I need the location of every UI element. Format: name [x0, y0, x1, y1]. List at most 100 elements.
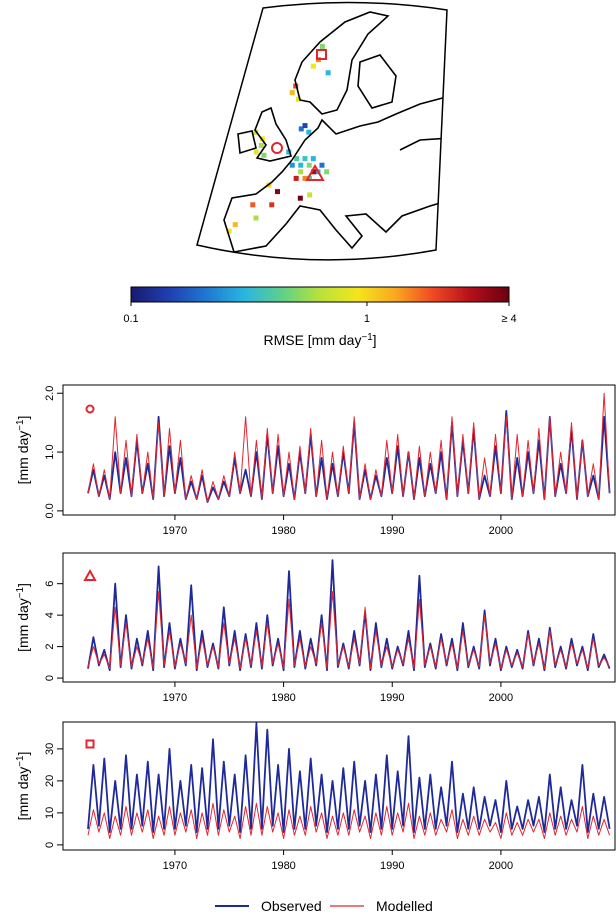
- y-tick-label: 1.0: [44, 444, 56, 459]
- grid-cell: [302, 175, 308, 181]
- grid-cell: [289, 90, 295, 96]
- x-tick-label: 1990: [380, 692, 404, 704]
- y-axis-label-part: −1: [15, 587, 26, 598]
- ireland: [237, 130, 257, 155]
- x-tick-label: 1970: [163, 525, 187, 537]
- great-britain: [254, 106, 293, 162]
- y-axis-label-part: [mm day: [15, 431, 31, 485]
- colorbar-label-part: RMSE [mm day: [263, 332, 361, 348]
- colorbar-tick-label: 0.1: [123, 313, 138, 325]
- grid-cell: [306, 129, 312, 135]
- north-coast: [291, 95, 447, 161]
- series-line: [87, 591, 611, 670]
- grid-cell: [306, 175, 312, 181]
- station-circle: [271, 142, 283, 154]
- grid-cell: [302, 123, 308, 129]
- coastlines: [223, 11, 447, 253]
- y-tick-label: 0: [44, 675, 56, 681]
- plot-frame: [62, 384, 616, 516]
- grid-cell: [250, 202, 256, 208]
- y-axis-label-part: −1: [15, 756, 26, 767]
- grid-cell: [253, 149, 259, 155]
- grid-cell: [306, 162, 312, 168]
- series-line: [87, 802, 611, 839]
- colorbar-label-part: ]: [373, 332, 377, 348]
- x-tick-label: 1980: [271, 860, 295, 872]
- colorbar-tick-label: ≥ 4: [501, 313, 516, 325]
- grid-cell: [226, 228, 232, 234]
- x-tick-label: 1980: [271, 692, 295, 704]
- y-tick-label: 10: [44, 807, 56, 819]
- grid-cell: [286, 149, 292, 155]
- series-line: [87, 559, 611, 672]
- x-tick-label: 2000: [489, 860, 513, 872]
- grid-cell: [298, 162, 304, 168]
- y-tick-label: 0.0: [44, 503, 56, 518]
- y-tick-label: 2.0: [44, 386, 56, 401]
- panel-marker-circle: [85, 404, 95, 414]
- grid-cell: [295, 96, 301, 102]
- grid-cell: [311, 169, 317, 175]
- y-axis-label-part: ]: [15, 583, 31, 587]
- grid-cell: [274, 189, 280, 195]
- plot-frame: [62, 552, 616, 683]
- finland: [357, 54, 397, 109]
- map-frame: [196, 1, 448, 261]
- y-axis-label-part: [mm day: [15, 767, 31, 821]
- grid-cell: [269, 202, 275, 208]
- grid-cell: [232, 222, 238, 228]
- x-tick-label: 1980: [271, 525, 295, 537]
- y-axis-label: [mm day−1]: [15, 416, 32, 485]
- grid-cell: [293, 175, 299, 181]
- grid-cell: [307, 192, 313, 198]
- legend-label: Modelled: [376, 898, 433, 914]
- y-axis-label-part: ]: [15, 752, 31, 756]
- x-tick-label: 2000: [489, 692, 513, 704]
- grid-cell: [298, 126, 304, 132]
- y-tick-label: 0: [44, 842, 56, 848]
- grid-cell: [289, 162, 295, 168]
- legend-label: Observed: [261, 898, 322, 914]
- south-coast: [223, 159, 447, 253]
- y-axis-label: [mm day−1]: [15, 752, 32, 821]
- grid-cell: [297, 195, 303, 201]
- x-tick-label: 1990: [380, 860, 404, 872]
- grid-cell: [261, 152, 267, 158]
- y-tick-label: 2: [44, 644, 56, 650]
- station-triangle: [305, 163, 325, 181]
- grid-cell: [325, 70, 331, 76]
- grid-cell: [253, 215, 259, 221]
- grid-cell: [310, 63, 316, 69]
- y-axis-label-part: [mm day: [15, 598, 31, 652]
- y-axis-label: [mm day−1]: [15, 583, 32, 652]
- series-line: [87, 722, 611, 833]
- grid-cell: [294, 156, 300, 162]
- y-axis-label-part: −1: [15, 420, 26, 431]
- map: [223, 11, 447, 253]
- y-tick-label: 4: [44, 612, 56, 618]
- grid-cell: [258, 142, 264, 148]
- grid-cell: [319, 43, 325, 49]
- colorbar-label: RMSE [mm day−1]: [263, 332, 376, 349]
- colorbar-tick-label: 1: [364, 313, 370, 325]
- x-tick-label: 1970: [163, 692, 187, 704]
- grid-cell: [319, 162, 325, 168]
- grid-cell: [302, 156, 308, 162]
- colorbar-label-part: −1: [361, 332, 372, 343]
- station-square: [316, 49, 327, 60]
- panel-marker-square: [85, 739, 95, 749]
- grid-cell: [310, 156, 316, 162]
- y-tick-label: 30: [44, 743, 56, 755]
- x-tick-label: 1990: [380, 525, 404, 537]
- y-tick-label: 6: [44, 581, 56, 587]
- series-line: [87, 392, 611, 503]
- x-tick-label: 2000: [489, 525, 513, 537]
- grid-cell: [298, 169, 304, 175]
- east-coast: [399, 137, 447, 151]
- plot-frame: [62, 721, 616, 851]
- colorbar: [130, 286, 510, 303]
- y-tick-label: 20: [44, 775, 56, 787]
- y-axis-label-part: ]: [15, 416, 31, 420]
- grid-cell: [324, 169, 330, 175]
